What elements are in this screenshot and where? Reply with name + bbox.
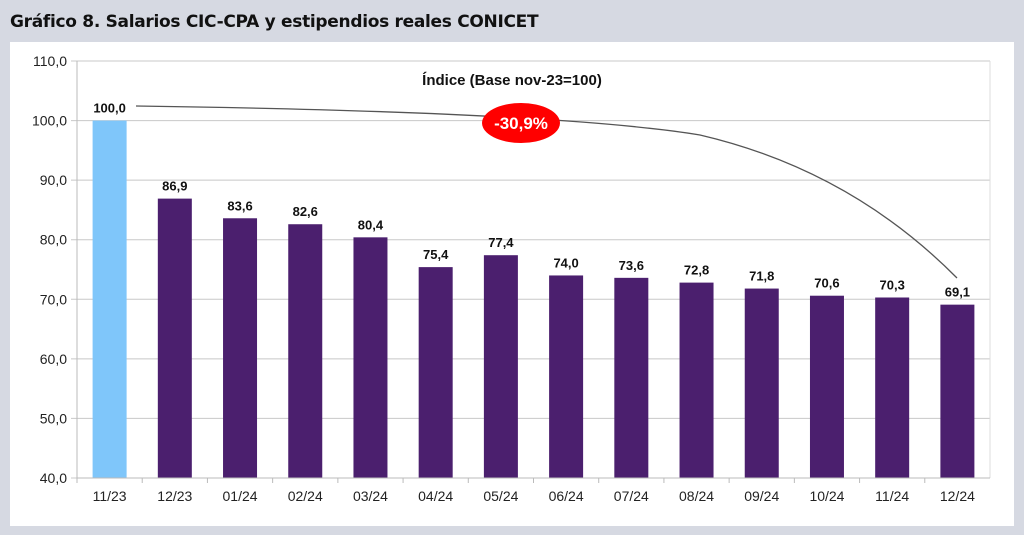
x-tick-label: 06/24 <box>549 488 584 504</box>
chart-title: Índice (Base nov-23=100) <box>422 72 602 89</box>
y-tick-label: 80,0 <box>40 232 67 248</box>
data-label: 75,4 <box>423 247 449 262</box>
data-label: 70,6 <box>814 276 839 291</box>
bar <box>92 120 127 479</box>
x-tick-label: 02/24 <box>288 488 323 504</box>
bar <box>353 237 388 478</box>
bar <box>614 277 649 478</box>
data-label: 77,4 <box>488 235 514 250</box>
x-tick-label: 10/24 <box>809 488 844 504</box>
y-tick-label: 50,0 <box>40 410 67 426</box>
bar <box>744 288 779 478</box>
bar <box>875 297 910 478</box>
data-label: 82,6 <box>293 204 318 219</box>
bar <box>288 224 323 478</box>
data-label: 80,4 <box>358 217 384 232</box>
x-tick-label: 05/24 <box>483 488 518 504</box>
x-tick-label: 12/24 <box>940 488 975 504</box>
x-tick-label: 12/23 <box>157 488 192 504</box>
bar <box>809 295 844 478</box>
bar <box>483 255 518 478</box>
bar <box>940 304 975 478</box>
data-label: 73,6 <box>619 258 644 273</box>
page-title: Gráfico 8. Salarios CIC-CPA y estipendio… <box>10 12 539 32</box>
x-tick-label: 09/24 <box>744 488 779 504</box>
bar <box>679 282 714 478</box>
data-label: 86,9 <box>162 179 187 194</box>
data-label: 71,8 <box>749 269 774 284</box>
bar <box>549 275 584 478</box>
x-tick-label: 08/24 <box>679 488 714 504</box>
x-tick-label: 11/23 <box>93 488 127 504</box>
annotation-badge <box>482 103 560 143</box>
data-label: 72,8 <box>684 263 709 278</box>
trend-curve <box>135 105 958 279</box>
y-tick-label: 40,0 <box>40 470 67 486</box>
data-label: 70,3 <box>880 277 905 292</box>
x-tick-label: 01/24 <box>223 488 258 504</box>
data-label: 74,0 <box>553 255 578 270</box>
y-tick-label: 90,0 <box>40 172 67 188</box>
data-label: 100,0 <box>93 101 126 116</box>
x-tick-label: 04/24 <box>418 488 453 504</box>
y-tick-label: 60,0 <box>40 351 67 367</box>
data-label: 69,1 <box>945 285 970 300</box>
annotation-label: -30,9% <box>494 114 548 133</box>
y-tick-label: 110,0 <box>33 53 67 69</box>
data-label: 83,6 <box>227 198 252 213</box>
x-tick-label: 03/24 <box>353 488 388 504</box>
y-tick-label: 100,0 <box>32 113 67 129</box>
bar <box>418 267 453 478</box>
y-tick-label: 70,0 <box>40 291 67 307</box>
x-tick-label: 07/24 <box>614 488 649 504</box>
x-tick-label: 11/24 <box>875 488 909 504</box>
bar <box>223 218 258 479</box>
bar <box>157 198 192 479</box>
